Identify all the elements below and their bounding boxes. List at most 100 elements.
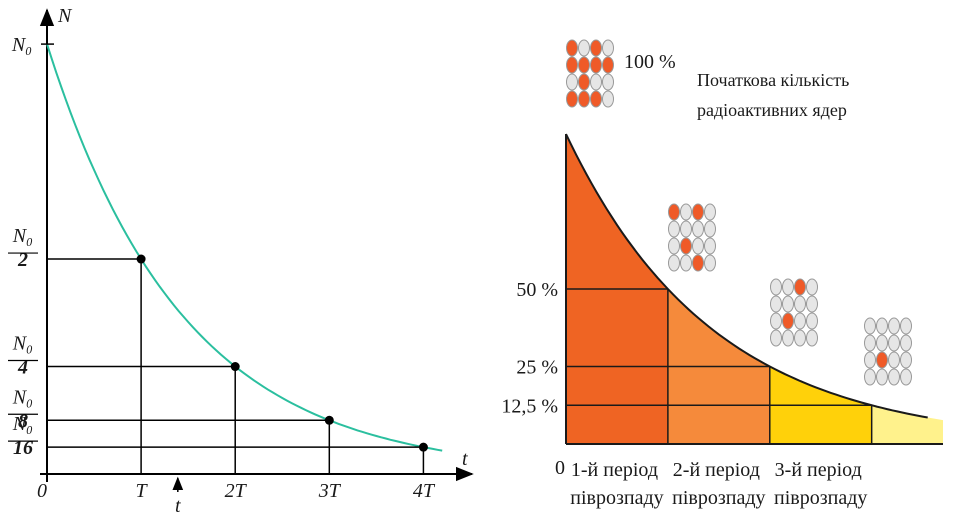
denominator: 8 (18, 410, 28, 432)
nucleus-icon (770, 329, 782, 347)
decay-curve (46, 43, 443, 452)
nucleus-icon (602, 90, 614, 108)
y-tick-label: N₀/8 (12, 386, 34, 432)
nucleus-icon (794, 295, 806, 313)
nucleus-icon (590, 39, 602, 57)
nucleus-icon (900, 317, 912, 335)
line-1: 2-й період (673, 459, 765, 481)
slash: / (32, 241, 34, 243)
origin-label: 0 (555, 457, 565, 479)
category-label: 1-й період піврозпаду (570, 459, 663, 509)
origin-label: 0 (37, 480, 47, 502)
value-label: 100 % (624, 51, 676, 73)
value-label: 12,5 % (501, 395, 558, 417)
nucleus-icon (578, 56, 590, 74)
category-label: 3-й період піврозпаду (774, 459, 867, 509)
annotation: Початкова кількість (697, 70, 849, 90)
nucleus-icon (602, 73, 614, 91)
nucleus-icon (888, 368, 900, 386)
nucleus-icon (888, 317, 900, 335)
x-tick-label: 3T (318, 480, 342, 502)
nucleus-icon (692, 203, 704, 221)
nucleus-icon (794, 278, 806, 296)
nucleus-icon (704, 203, 716, 221)
slash: / (32, 349, 34, 351)
x-tick-label: 4T (413, 480, 436, 502)
data-point (136, 254, 146, 264)
nucleus-icon (566, 56, 578, 74)
nucleus-icon (590, 73, 602, 91)
nucleus-icon (668, 254, 680, 272)
denominator: 2 (17, 249, 28, 271)
annotation: t (175, 495, 181, 517)
nucleus-icon (704, 220, 716, 238)
line-2: піврозпаду (570, 487, 663, 509)
value-label: 50 % (516, 279, 558, 301)
nucleus-icon (864, 351, 876, 369)
line-1: 1-й період (571, 459, 663, 481)
nucleus-icon (782, 312, 794, 330)
line-2: піврозпаду (774, 487, 867, 509)
nucleus-icon (770, 295, 782, 313)
nucleus-icon (578, 73, 590, 91)
nucleus-icon (680, 254, 692, 272)
nucleus-icon (876, 368, 888, 386)
nucleus-icon (692, 237, 704, 255)
denominator: 4 (17, 357, 28, 379)
value-label: 25 % (516, 357, 558, 379)
nucleus-icon (782, 295, 794, 313)
nucleus-icon (806, 329, 818, 347)
nucleus-icon (668, 203, 680, 221)
nucleus-icon (590, 90, 602, 108)
nucleus-icon (566, 39, 578, 57)
nucleus-icon (566, 90, 578, 108)
nucleus-icon (876, 351, 888, 369)
numerator: N₀ (12, 333, 33, 355)
decay-curve (565, 133, 928, 419)
nucleus-icon (782, 329, 794, 347)
nucleus-icon (864, 317, 876, 335)
nucleus-icon (590, 56, 602, 74)
x-tick-label: 2T (225, 480, 248, 502)
y-tick-label: N₀/ 16 (12, 413, 34, 459)
category-label: 2-й період піврозпаду (672, 459, 765, 509)
data-point (230, 362, 240, 372)
nucleus-icon (680, 237, 692, 255)
nucleus-icon (900, 351, 912, 369)
numerator: N₀ (12, 386, 33, 408)
slash: / (32, 402, 34, 404)
x-axis-label: t (462, 448, 468, 470)
nucleus-icon (806, 312, 818, 330)
nucleus-icon (680, 203, 692, 221)
numerator: N₀ (12, 413, 33, 435)
nucleus-icon (602, 39, 614, 57)
nucleus-icon (900, 334, 912, 352)
period-area (871, 405, 943, 444)
nucleus-icon (770, 312, 782, 330)
nucleus-icon (806, 295, 818, 313)
nucleus-icon (900, 368, 912, 386)
nucleus-icon (668, 237, 680, 255)
y-tick-label: N₀/ 2 (12, 225, 34, 271)
data-point (324, 415, 334, 425)
y-axis-label: N (57, 5, 73, 27)
nucleus-icon (704, 254, 716, 272)
nucleus-icon (864, 334, 876, 352)
nucleus-icon (876, 334, 888, 352)
nucleus-icon (806, 278, 818, 296)
slash: / (32, 429, 34, 431)
nucleus-icon (680, 220, 692, 238)
numerator: N₀ (12, 225, 33, 247)
y-tick-label: N₀/ 4 (12, 333, 34, 379)
nucleus-icon (794, 312, 806, 330)
nucleus-icon (782, 278, 794, 296)
nucleus-icon (888, 334, 900, 352)
nucleus-icon (888, 351, 900, 369)
nucleus-icon (692, 254, 704, 272)
nucleus-icon (578, 90, 590, 108)
nucleus-icon (876, 317, 888, 335)
nucleus-icon (602, 56, 614, 74)
nucleus-icon (566, 73, 578, 91)
nucleus-icon (692, 220, 704, 238)
